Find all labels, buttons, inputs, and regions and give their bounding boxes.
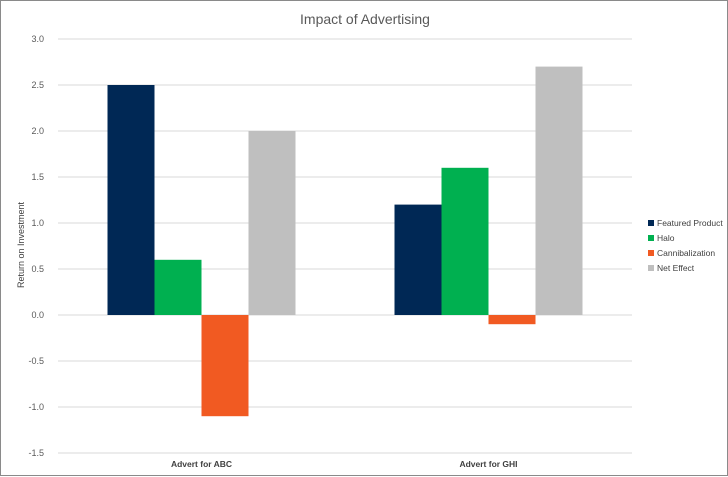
y-axis-ticks: 3.0 2.5 2.0 1.5 1.0 0.5 0.0 -0.5 -1.0 -1.5	[28, 34, 44, 458]
bar-halo	[154, 259, 202, 315]
bar-cannibalization	[488, 315, 536, 325]
legend-swatch	[648, 220, 654, 226]
y-tick-label: -1.0	[28, 402, 44, 412]
category-labels: Advert for ABC Advert for GHI	[171, 459, 518, 469]
legend-swatch	[648, 250, 654, 256]
y-tick-label: 2.0	[31, 126, 44, 136]
legend-label: Cannibalization	[657, 248, 715, 258]
bar-cannibalization	[201, 315, 249, 417]
bar-net-effect	[248, 131, 296, 315]
y-tick-label: -0.5	[28, 356, 44, 366]
legend-label: Net Effect	[657, 263, 695, 273]
y-tick-label: 0.5	[31, 264, 44, 274]
y-tick-label: 3.0	[31, 34, 44, 44]
legend-swatch	[648, 265, 654, 271]
bars	[107, 66, 583, 417]
legend-label: Featured Product	[657, 218, 723, 228]
y-tick-label: 2.5	[31, 80, 44, 90]
bar-featured-product	[107, 85, 155, 315]
bar-net-effect	[535, 66, 583, 315]
y-axis-label: Return on Investment	[16, 201, 26, 288]
x-category-label: Advert for GHI	[459, 459, 517, 469]
x-category-label: Advert for ABC	[171, 459, 232, 469]
y-tick-label: -1.5	[28, 448, 44, 458]
bar-featured-product	[394, 204, 442, 315]
y-tick-label: 0.0	[31, 310, 44, 320]
legend-swatch	[648, 235, 654, 241]
bar-halo	[441, 167, 489, 315]
y-tick-label: 1.5	[31, 172, 44, 182]
y-tick-label: 1.0	[31, 218, 44, 228]
legend: Featured Product Halo Cannibalization Net E…	[648, 218, 723, 273]
chart-title: Impact of Advertising	[300, 11, 430, 27]
legend-label: Halo	[657, 233, 675, 243]
